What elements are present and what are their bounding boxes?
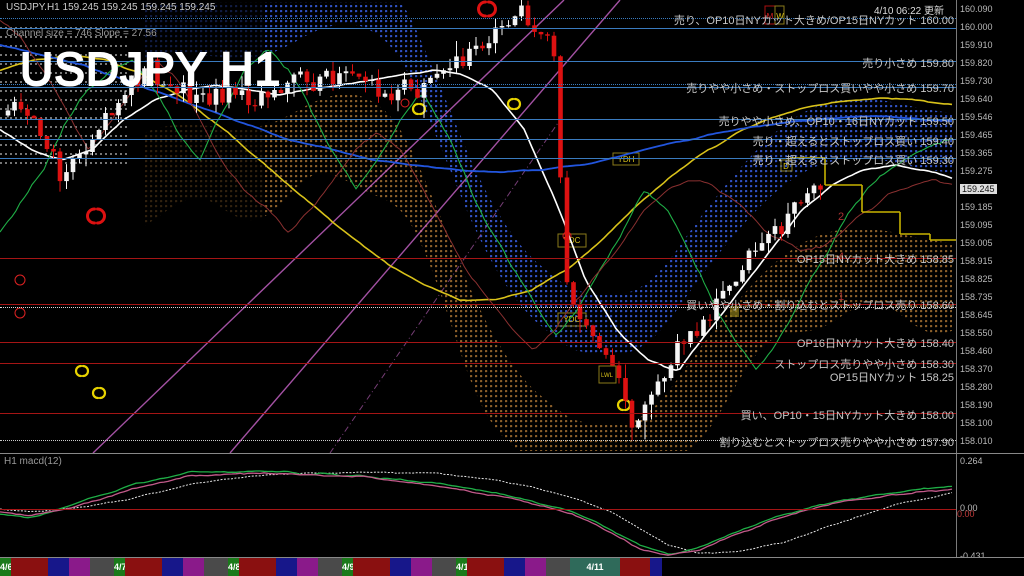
svg-text:2: 2 [838,211,844,223]
svg-text:LWL: LWL [601,373,614,379]
